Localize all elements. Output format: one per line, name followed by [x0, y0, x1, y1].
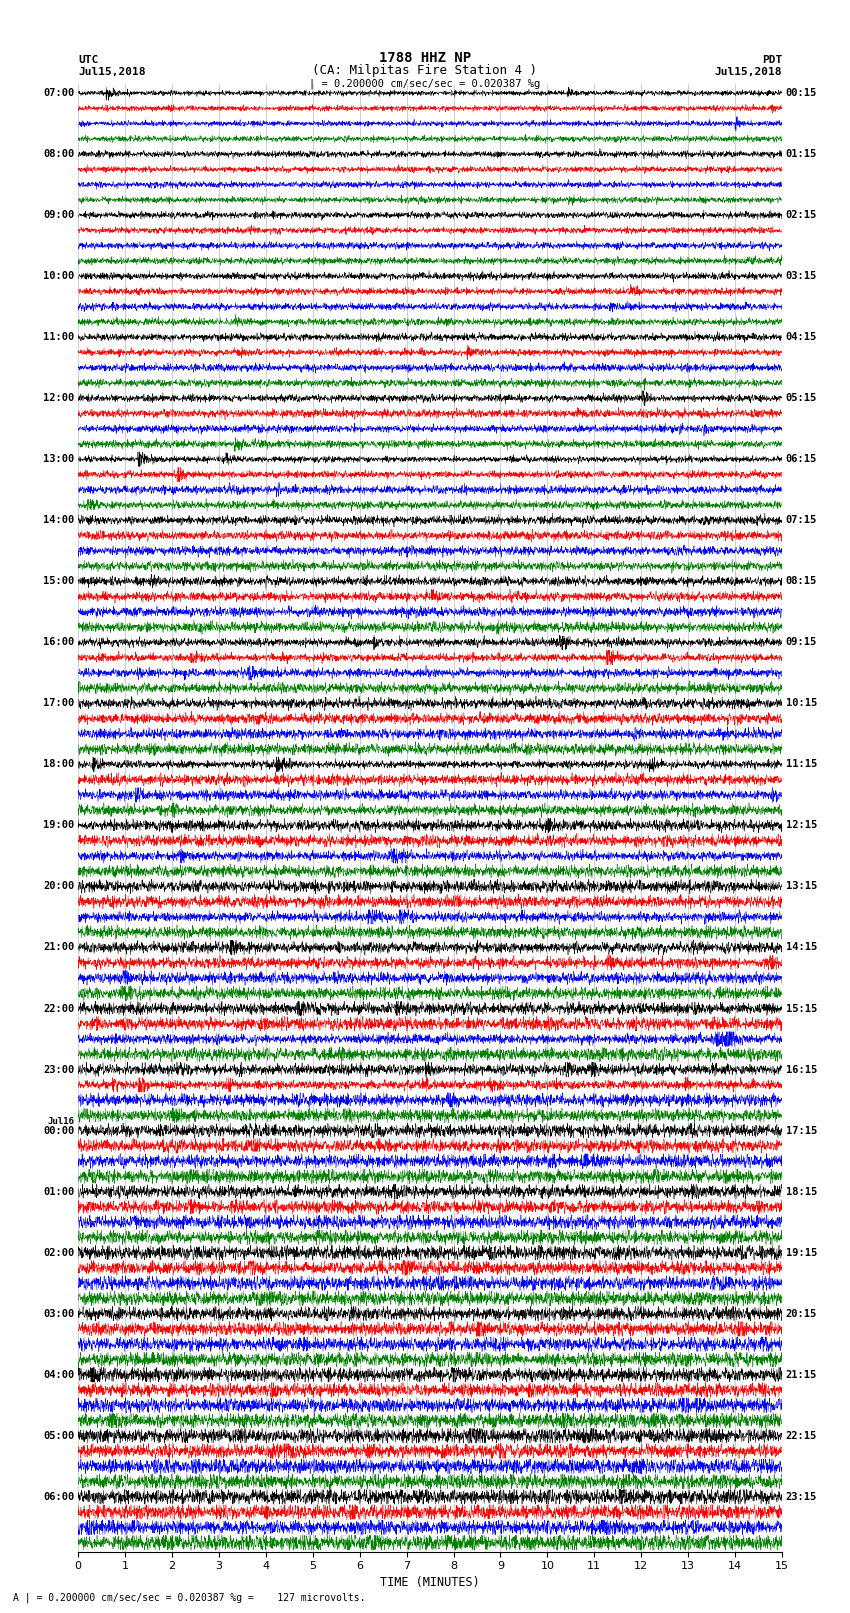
Text: 09:00: 09:00 — [43, 210, 75, 219]
Text: 13:00: 13:00 — [43, 455, 75, 465]
Text: 03:00: 03:00 — [43, 1308, 75, 1319]
Text: 17:15: 17:15 — [785, 1126, 817, 1136]
Text: 20:00: 20:00 — [43, 881, 75, 892]
Text: 06:00: 06:00 — [43, 1492, 75, 1502]
Text: 03:15: 03:15 — [785, 271, 817, 281]
Text: 07:00: 07:00 — [43, 89, 75, 98]
Text: 22:00: 22:00 — [43, 1003, 75, 1013]
Text: 10:00: 10:00 — [43, 271, 75, 281]
Text: 23:15: 23:15 — [785, 1492, 817, 1502]
Text: 01:15: 01:15 — [785, 148, 817, 160]
Text: Jul16: Jul16 — [48, 1118, 75, 1126]
Text: 12:15: 12:15 — [785, 821, 817, 831]
Text: 16:00: 16:00 — [43, 637, 75, 647]
Text: 01:00: 01:00 — [43, 1187, 75, 1197]
Text: 23:00: 23:00 — [43, 1065, 75, 1074]
Text: 00:00: 00:00 — [43, 1126, 75, 1136]
Text: 11:15: 11:15 — [785, 760, 817, 769]
Text: 18:00: 18:00 — [43, 760, 75, 769]
Text: 02:15: 02:15 — [785, 210, 817, 219]
Text: 07:15: 07:15 — [785, 515, 817, 526]
X-axis label: TIME (MINUTES): TIME (MINUTES) — [380, 1576, 480, 1589]
Text: 04:00: 04:00 — [43, 1369, 75, 1379]
Text: 18:15: 18:15 — [785, 1187, 817, 1197]
Text: UTC: UTC — [78, 55, 99, 65]
Text: 00:15: 00:15 — [785, 89, 817, 98]
Text: 15:00: 15:00 — [43, 576, 75, 586]
Text: 21:15: 21:15 — [785, 1369, 817, 1379]
Text: A | = 0.200000 cm/sec/sec = 0.020387 %g =    127 microvolts.: A | = 0.200000 cm/sec/sec = 0.020387 %g … — [13, 1592, 366, 1603]
Text: 10:15: 10:15 — [785, 698, 817, 708]
Text: 22:15: 22:15 — [785, 1431, 817, 1440]
Text: 12:00: 12:00 — [43, 394, 75, 403]
Text: 20:15: 20:15 — [785, 1308, 817, 1319]
Text: 04:15: 04:15 — [785, 332, 817, 342]
Text: 16:15: 16:15 — [785, 1065, 817, 1074]
Text: Jul15,2018: Jul15,2018 — [78, 68, 145, 77]
Text: 08:00: 08:00 — [43, 148, 75, 160]
Text: 21:00: 21:00 — [43, 942, 75, 953]
Text: 14:15: 14:15 — [785, 942, 817, 953]
Text: 05:15: 05:15 — [785, 394, 817, 403]
Text: 19:15: 19:15 — [785, 1247, 817, 1258]
Text: 08:15: 08:15 — [785, 576, 817, 586]
Text: 1788 HHZ NP: 1788 HHZ NP — [379, 50, 471, 65]
Text: 17:00: 17:00 — [43, 698, 75, 708]
Text: 09:15: 09:15 — [785, 637, 817, 647]
Text: 19:00: 19:00 — [43, 821, 75, 831]
Text: | = 0.200000 cm/sec/sec = 0.020387 %g: | = 0.200000 cm/sec/sec = 0.020387 %g — [309, 77, 541, 89]
Text: 05:00: 05:00 — [43, 1431, 75, 1440]
Text: 02:00: 02:00 — [43, 1247, 75, 1258]
Text: Jul15,2018: Jul15,2018 — [715, 68, 782, 77]
Text: 13:15: 13:15 — [785, 881, 817, 892]
Text: 06:15: 06:15 — [785, 455, 817, 465]
Text: PDT: PDT — [762, 55, 782, 65]
Text: 15:15: 15:15 — [785, 1003, 817, 1013]
Text: 11:00: 11:00 — [43, 332, 75, 342]
Text: (CA: Milpitas Fire Station 4 ): (CA: Milpitas Fire Station 4 ) — [313, 65, 537, 77]
Text: 14:00: 14:00 — [43, 515, 75, 526]
